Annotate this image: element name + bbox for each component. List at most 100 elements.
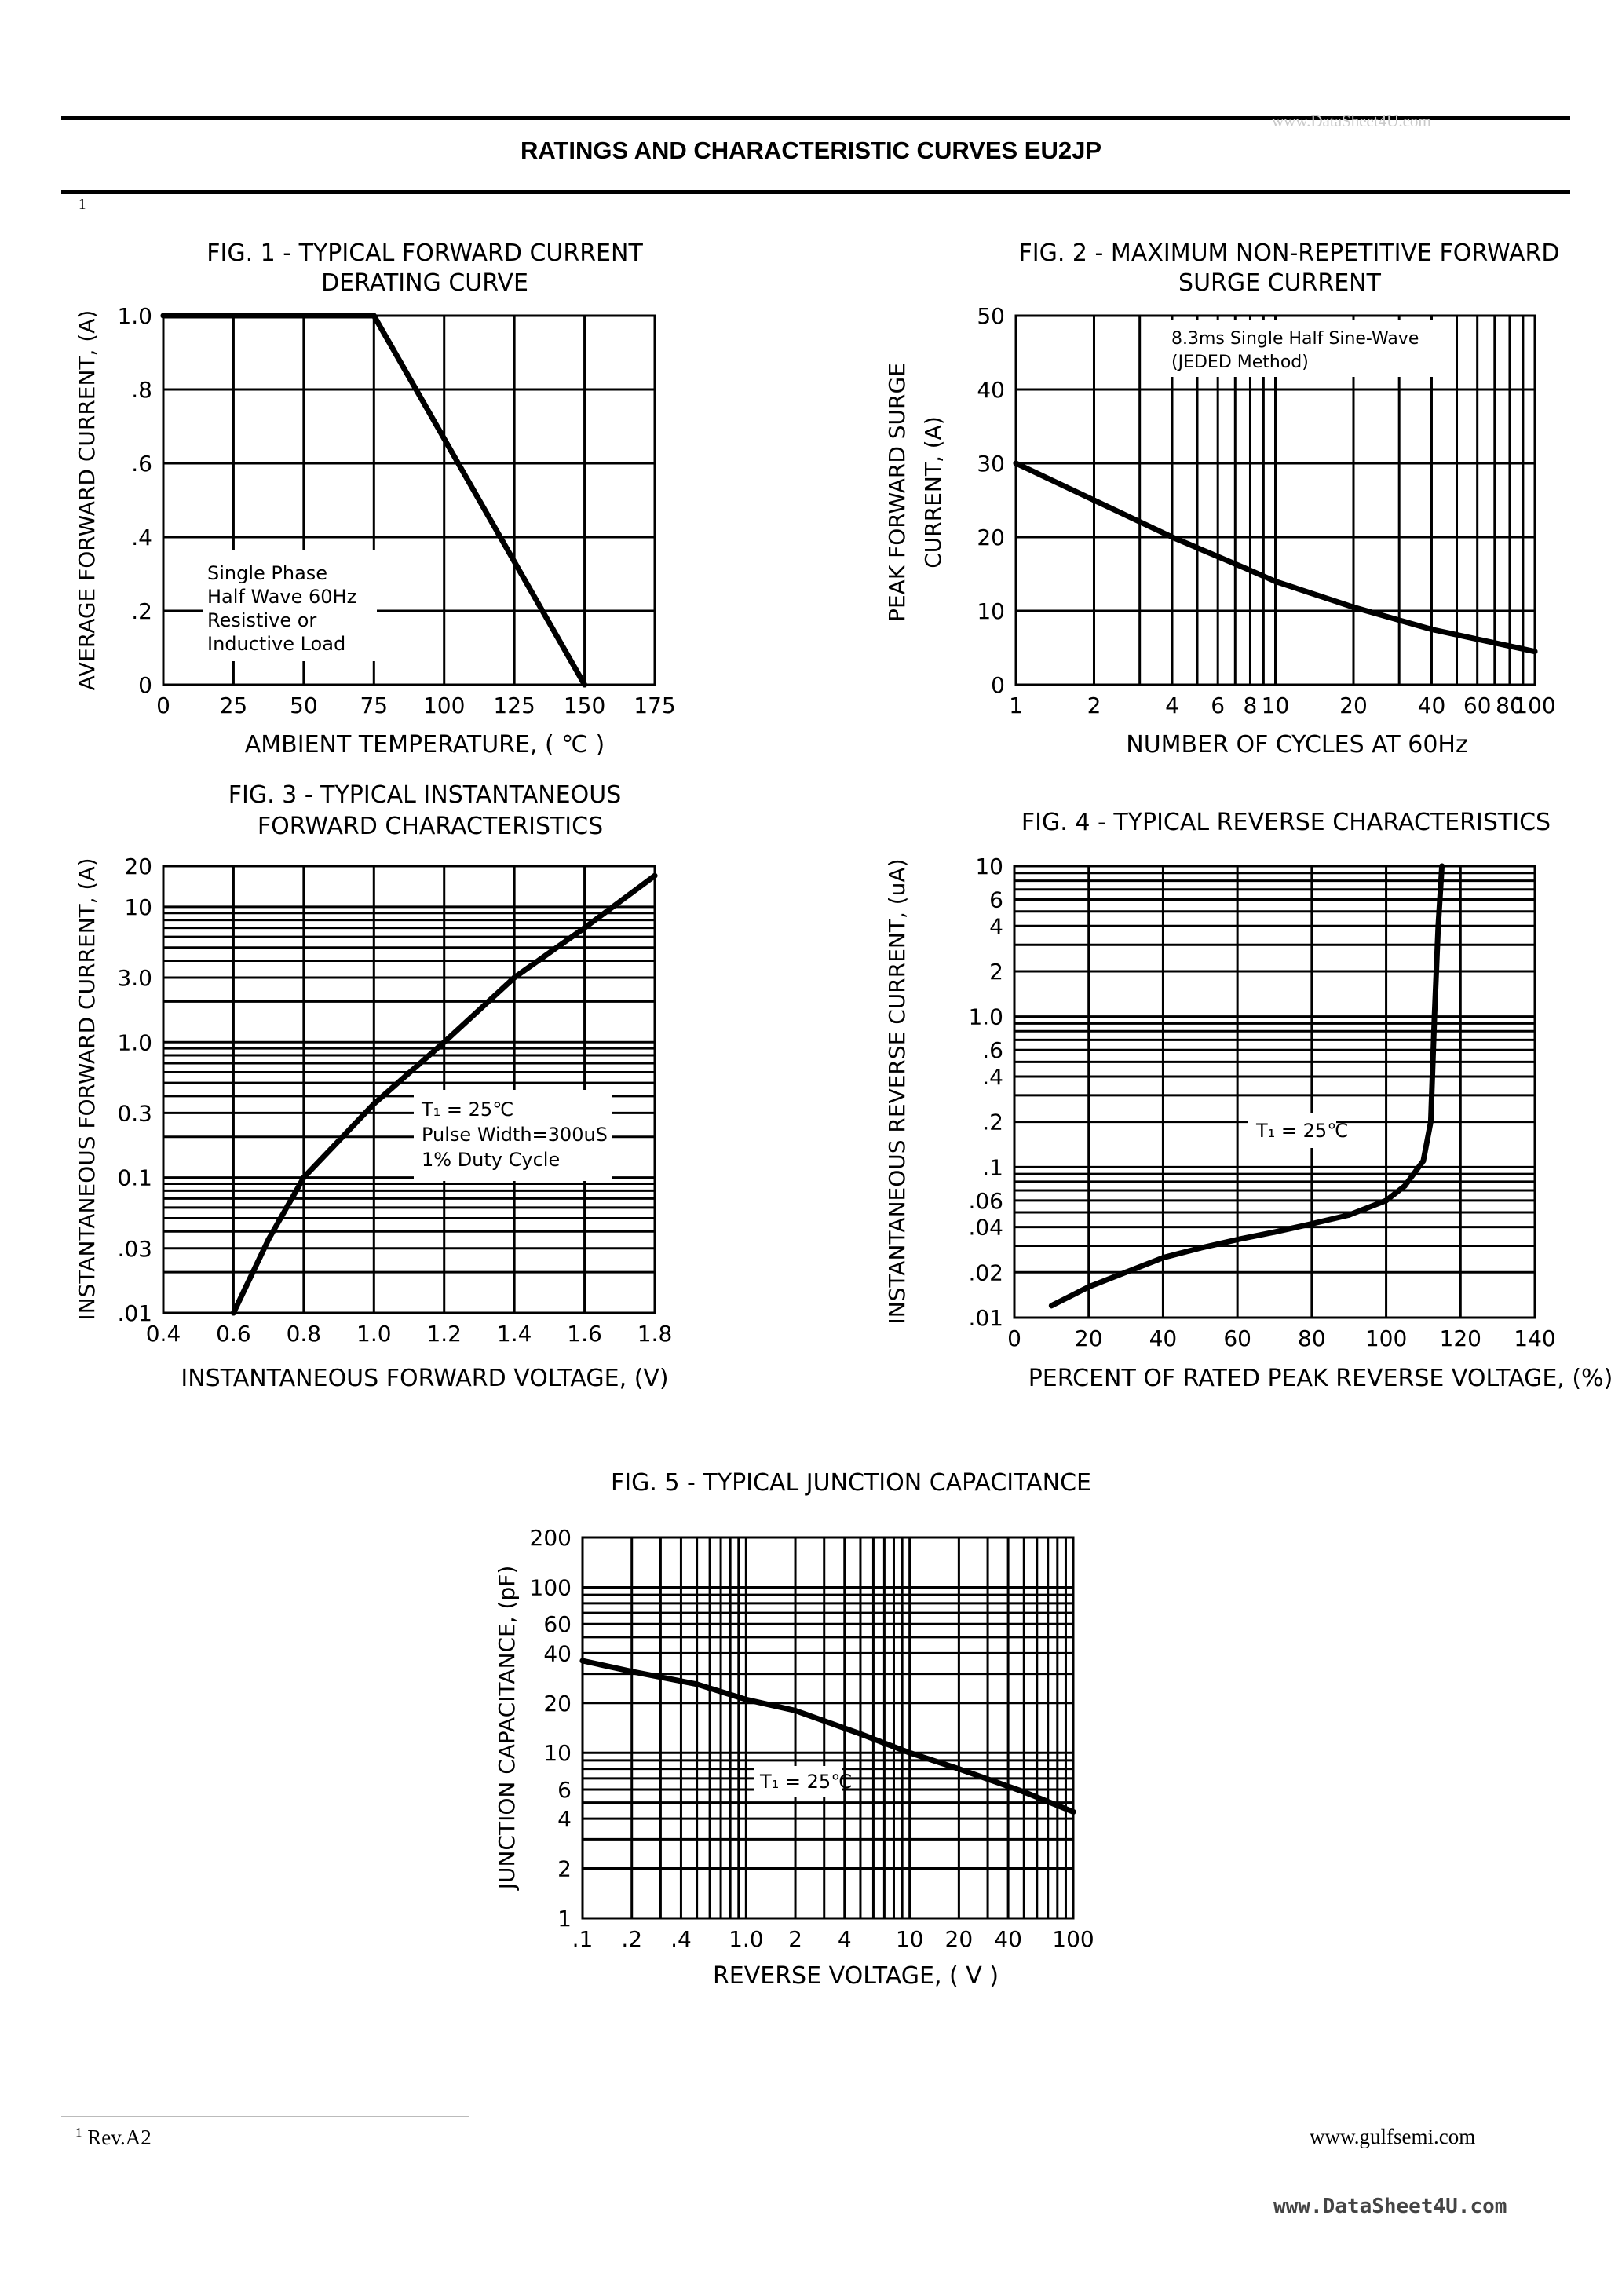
fig5-annotation-line: T₁ = 25℃ xyxy=(759,1771,852,1793)
fig1-chart: 0 25 50 75 100 125 150 175 0 .2 .4 .6 .8 1.0 Single Ph… xyxy=(74,239,676,759)
fig1-y-tick-label: .6 xyxy=(131,451,152,477)
fig3-x-tick-label: 0.6 xyxy=(216,1321,251,1347)
fig5-data-point xyxy=(857,1731,864,1737)
footnote-mark: 1 xyxy=(75,2125,82,2140)
fig2-x-tick-label: 4 xyxy=(1165,693,1179,718)
fig4-data-point xyxy=(1234,1237,1240,1243)
fig2-annotation-line: 8.3ms Single Half Sine-Wave xyxy=(1171,329,1419,349)
fig5-y-tick-label: 200 xyxy=(530,1525,572,1551)
fig3-data-point xyxy=(301,1175,307,1181)
fig3-y-tick-label: 1.0 xyxy=(117,1029,152,1055)
fig4-y-tick-label: .1 xyxy=(982,1154,1003,1180)
fig2-x-tick-label: 8 xyxy=(1244,693,1258,718)
fig4-x-tick-label: 140 xyxy=(1514,1325,1555,1351)
fig2-x-tick-label: 1 xyxy=(1009,693,1023,718)
footer-revision-note: 1 Rev.A2 xyxy=(75,2125,152,2150)
fig3-annotation-line: Pulse Width=300uS xyxy=(422,1124,608,1146)
fig3-subtitle: FORWARD CHARACTERISTICS xyxy=(258,813,603,840)
fig3-x-tick-label: 0.4 xyxy=(146,1321,181,1347)
fig2-y-axis-label: PEAK FORWARD SURGE xyxy=(884,363,910,622)
fig2-y-tick-label: 40 xyxy=(977,377,1005,403)
fig1-x-tick-label: 25 xyxy=(220,693,248,718)
fig1-x-tick-label: 100 xyxy=(423,693,465,718)
fig1-annotation-line: Half Wave 60Hz xyxy=(207,586,356,608)
fig2-x-tick-label: 60 xyxy=(1463,693,1492,718)
fig2-x-tick-label: 10 xyxy=(1262,693,1290,718)
fig1-y-axis-label: AVERAGE FORWARD CURRENT, (A) xyxy=(74,310,100,691)
fig3-data-point xyxy=(511,974,517,981)
fig5-y-tick-label: 20 xyxy=(543,1691,572,1717)
footnote-rule xyxy=(61,2116,469,2117)
watermark-bottom: www.DataSheet4U.com xyxy=(1273,2195,1507,2218)
fig1-x-tick-label: 150 xyxy=(564,693,605,718)
fig3-y-tick-label: 10 xyxy=(124,894,152,920)
fig2-x-tick-label: 2 xyxy=(1087,693,1101,718)
fig4-data-point xyxy=(1401,1183,1408,1189)
fig5-data-point xyxy=(792,1707,798,1713)
fig4-data-point xyxy=(1439,863,1445,869)
fig4-annotation-line: T₁ = 25℃ xyxy=(1255,1120,1348,1142)
fig3-data-point xyxy=(652,872,658,879)
fig2-data-point xyxy=(1532,649,1538,655)
fig3-x-tick-label: 1.0 xyxy=(356,1321,392,1347)
fig5-x-tick-label: .2 xyxy=(621,1926,642,1952)
fig1-annotation-box xyxy=(203,550,377,661)
watermark-top: www.DataSheet4U.com xyxy=(1272,112,1431,130)
fig4-y-tick-label: 4 xyxy=(989,913,1003,939)
fig1-data-point xyxy=(582,682,588,688)
fig1-x-tick-label: 0 xyxy=(156,693,170,718)
fig5-x-tick-label: 4 xyxy=(838,1926,852,1952)
fig4-title: FIG. 4 - TYPICAL REVERSE CHARACTERISTICS xyxy=(1021,809,1551,836)
fig1-annotation-line: Single Phase xyxy=(207,562,327,584)
fig3-x-tick-label: 1.6 xyxy=(567,1321,602,1347)
fig4-y-tick-label: .02 xyxy=(968,1260,1003,1285)
fig4-x-axis-label: PERCENT OF RATED PEAK REVERSE VOLTAGE, (… xyxy=(1028,1365,1613,1392)
fig4-plot-frame xyxy=(1013,865,1536,1319)
revision-text: Rev.A2 xyxy=(87,2126,152,2149)
fig4-x-tick-label: 40 xyxy=(1149,1325,1178,1351)
fig2-x-axis-label: NUMBER OF CYCLES AT 60Hz xyxy=(1126,731,1467,759)
fig3-y-tick-label: .03 xyxy=(117,1236,152,1262)
fig4-y-tick-label: .04 xyxy=(968,1215,1003,1241)
fig1-annotation-line: Inductive Load xyxy=(207,633,345,655)
fig5-plot-frame xyxy=(581,1536,1075,1920)
fig2-x-tick-label: 6 xyxy=(1211,693,1225,718)
fig3-data-point xyxy=(441,1039,448,1045)
fig4-chart: 0 20 40 60 80 100 120 140 .01 .02 .04.06 .1 .2 .4.6 1.… xyxy=(884,809,1613,1392)
fig4-y-tick-label: 1.0 xyxy=(968,1004,1003,1030)
fig3-data-point xyxy=(371,1101,377,1107)
fig1-annotation-line: Resistive or xyxy=(207,609,316,631)
fig4-annotation-box xyxy=(1248,1113,1336,1148)
fig4-y-tick-label: 6 xyxy=(989,887,1003,913)
footer-website: www.gulfsemi.com xyxy=(1310,2125,1476,2148)
fig2-data-point xyxy=(1247,567,1253,573)
fig1-x-tick-label: 75 xyxy=(360,693,388,718)
fig4-data-point xyxy=(1420,1157,1427,1164)
fig5-y-tick-label: 2 xyxy=(557,1856,572,1882)
fig4-data-point xyxy=(1435,923,1441,929)
fig3-data-point xyxy=(265,1236,272,1242)
fig2-y-tick-label: 0 xyxy=(991,672,1005,698)
fig1-y-tick-label: .8 xyxy=(131,377,152,403)
fig2-y-tick-label: 20 xyxy=(977,525,1005,550)
fig1-title: FIG. 1 - TYPICAL FORWARD CURRENT xyxy=(206,239,643,267)
fig5-data-point xyxy=(694,1681,700,1687)
fig1-x-tick-label: 125 xyxy=(493,693,535,718)
fig3-y-tick-label: 3.0 xyxy=(117,965,152,991)
fig4-y-tick-label: 2 xyxy=(989,959,1003,985)
fig4-data-point xyxy=(1160,1255,1166,1261)
fig2-y-tick-label: 50 xyxy=(977,303,1005,329)
fig5-y-tick-label: 10 xyxy=(543,1740,572,1766)
fig5-x-tick-label: 40 xyxy=(994,1926,1022,1952)
fig3-y-tick-label: .01 xyxy=(117,1300,152,1326)
fig5-data-point xyxy=(907,1749,913,1756)
fig2-subtitle: SURGE CURRENT xyxy=(1178,269,1382,297)
fig3-x-tick-label: 0.8 xyxy=(287,1321,322,1347)
fig4-y-tick-label: .06 xyxy=(968,1188,1003,1214)
fig1-x-axis-label: AMBIENT TEMPERATURE, ( ℃ ) xyxy=(245,731,605,759)
fig4-x-tick-label: 20 xyxy=(1075,1325,1103,1351)
fig4-x-tick-label: 60 xyxy=(1223,1325,1251,1351)
fig5-data-point xyxy=(743,1696,749,1702)
fig4-data-point xyxy=(1431,1014,1438,1020)
